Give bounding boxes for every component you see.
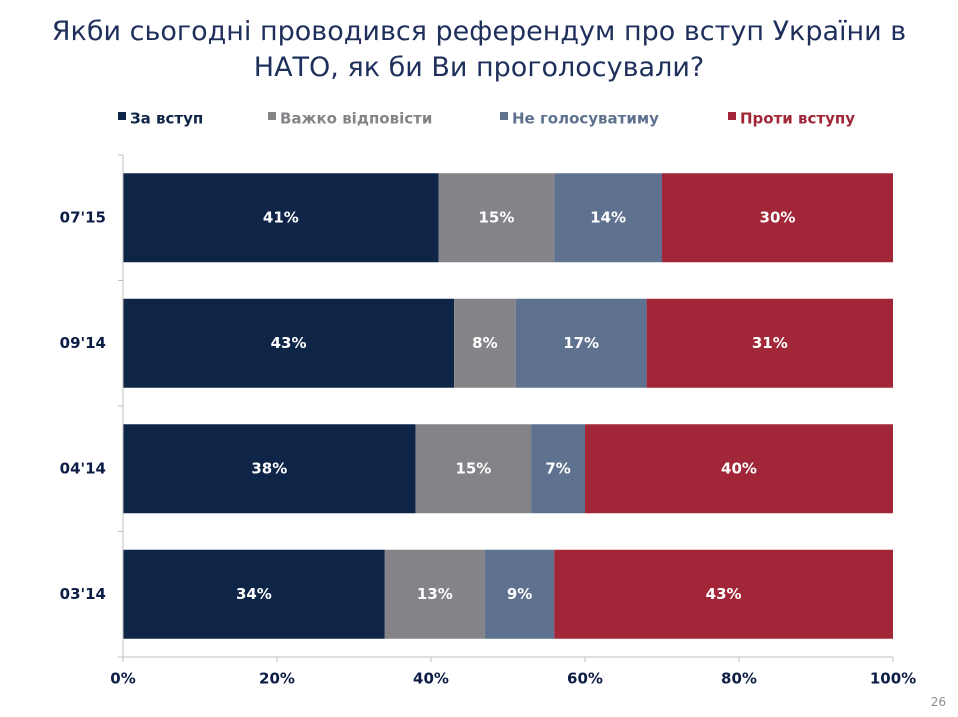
data-label: 17% <box>563 334 599 352</box>
x-tick-label: 40% <box>413 670 449 688</box>
data-label: 43% <box>706 585 742 603</box>
bar-segment <box>123 298 455 388</box>
x-tick-label: 100% <box>870 670 916 688</box>
bar-segment <box>585 424 893 514</box>
data-label: 38% <box>251 459 287 477</box>
bar-segment <box>646 298 893 388</box>
data-label: 15% <box>478 208 514 226</box>
data-label: 7% <box>545 459 570 477</box>
bar-segment <box>554 549 893 639</box>
data-label: 31% <box>752 334 788 352</box>
bar-segment <box>123 549 385 639</box>
data-label: 15% <box>455 459 491 477</box>
data-label: 34% <box>236 585 272 603</box>
legend-swatch <box>118 112 126 120</box>
data-label: 40% <box>721 459 757 477</box>
legend-swatch <box>500 112 508 120</box>
slide-number: 26 <box>930 695 946 709</box>
data-label: 14% <box>590 208 626 226</box>
x-tick-label: 60% <box>567 670 603 688</box>
category-label: 07'15 <box>60 208 106 226</box>
data-label: 43% <box>271 334 307 352</box>
bar-segment <box>454 298 516 388</box>
legend-label: Не голосуватиму <box>512 110 659 128</box>
bar-segment <box>123 424 416 514</box>
data-label: 41% <box>263 208 299 226</box>
bar-segment <box>484 549 555 639</box>
category-label: 03'14 <box>60 585 106 603</box>
chart-title-line-2: НАТО, як би Ви проголосували? <box>253 52 705 83</box>
data-label: 13% <box>417 585 453 603</box>
category-label: 04'14 <box>60 459 106 477</box>
legend-label: Проти вступу <box>740 110 855 128</box>
bar-segment <box>662 173 893 263</box>
data-label: 9% <box>507 585 532 603</box>
legend-label: Важко відповісти <box>280 110 432 128</box>
bar-segment <box>123 173 439 263</box>
bar-segment <box>515 298 647 388</box>
data-label: 30% <box>760 208 796 226</box>
bar-segment <box>554 173 662 263</box>
bar-segment <box>438 173 555 263</box>
chart-title: Якби сьогодні проводився референдум про … <box>20 14 938 86</box>
bar-segment <box>415 424 532 514</box>
chart-title-line-1: Якби сьогодні проводився референдум про … <box>51 16 907 47</box>
category-label: 09'14 <box>60 334 106 352</box>
data-label: 8% <box>472 334 497 352</box>
x-tick-label: 0% <box>110 670 135 688</box>
legend-swatch <box>728 112 736 120</box>
bar-segment <box>384 549 485 639</box>
legend-swatch <box>268 112 276 120</box>
legend-label: За вступ <box>130 110 203 128</box>
bar-segment <box>531 424 585 514</box>
x-tick-label: 80% <box>721 670 757 688</box>
x-tick-label: 20% <box>259 670 295 688</box>
